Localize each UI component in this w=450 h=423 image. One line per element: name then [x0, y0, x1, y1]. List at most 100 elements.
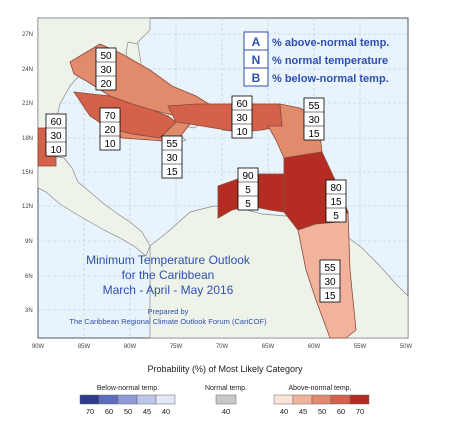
- below-value: 15: [324, 291, 336, 302]
- key-letter-above: A: [252, 35, 261, 49]
- legend-title: Probability (%) of Most Likely Category: [147, 364, 303, 374]
- normal-swatches: [215, 394, 237, 405]
- below-tick: 40: [162, 407, 170, 416]
- key-text-normal: % normal temperature: [272, 55, 388, 67]
- above-value: 60: [236, 99, 248, 110]
- lat-label: 24N: [22, 67, 33, 73]
- key-letter-normal: N: [252, 53, 261, 67]
- above-swatch: [330, 394, 351, 405]
- key-text-above: % above-normal temp.: [272, 37, 389, 49]
- below-ticks: 70 60 50 45 40: [86, 407, 170, 416]
- above-value: 70: [104, 111, 116, 122]
- normal-ticks: 40: [222, 407, 230, 416]
- category-key: A N B % above-normal temp. % normal temp…: [243, 31, 389, 87]
- above-value: 55: [166, 139, 178, 150]
- below-value: 10: [50, 145, 62, 156]
- normal-value: 30: [308, 115, 320, 126]
- below-tick: 70: [86, 407, 94, 416]
- below-swatch: [136, 394, 157, 405]
- normal-label: Normal temp.: [205, 385, 247, 392]
- above-swatch: [273, 394, 294, 405]
- lon-label: 75W: [170, 344, 183, 350]
- normal-value: 20: [104, 125, 116, 136]
- lat-label: 6N: [25, 274, 33, 280]
- prepared-by: Prepared by: [148, 307, 189, 316]
- longitude-labels: 90W 85W 80W 75W 70W 65W 60W 55W 50W: [32, 344, 413, 350]
- normal-tick: 40: [222, 407, 230, 416]
- below-tick: 60: [105, 407, 113, 416]
- normal-value: 30: [50, 131, 62, 142]
- above-value: 55: [324, 263, 336, 274]
- normal-value: 5: [245, 185, 251, 196]
- forum-name: The Caribbean Regional Climate Outlook F…: [69, 317, 267, 326]
- normal-swatch: [215, 394, 237, 405]
- lat-label: 9N: [25, 239, 33, 245]
- lon-label: 60W: [308, 344, 321, 350]
- key-letter-below: B: [252, 71, 261, 85]
- normal-value: 30: [324, 277, 336, 288]
- above-value: 55: [308, 101, 320, 112]
- below-swatch: [79, 394, 100, 405]
- below-tick: 50: [124, 407, 132, 416]
- below-label: Below-normal temp.: [97, 385, 159, 392]
- below-value: 5: [245, 199, 251, 210]
- lon-label: 80W: [124, 344, 137, 350]
- normal-value: 30: [166, 153, 178, 164]
- below-swatches: [79, 394, 176, 405]
- lat-label: 21N: [22, 101, 33, 107]
- lon-label: 90W: [32, 344, 45, 350]
- lat-label: 3N: [25, 308, 33, 314]
- below-swatch: [155, 394, 176, 405]
- above-value: 50: [100, 51, 112, 62]
- lon-label: 70W: [216, 344, 229, 350]
- below-value: 15: [308, 129, 320, 140]
- above-tick: 45: [299, 407, 307, 416]
- triplet-greater-antilles: 60 30 10: [231, 95, 253, 139]
- below-value: 10: [236, 127, 248, 138]
- lat-label: 27N: [22, 32, 33, 38]
- lat-label: 15N: [22, 170, 33, 176]
- above-swatch: [311, 394, 332, 405]
- map-title-line-2: for the Caribbean: [122, 268, 215, 282]
- map-panel: 27N 24N 21N 18N 15N 12N 9N 6N 3N 90W 85W…: [22, 17, 413, 350]
- latitude-labels: 27N 24N 21N 18N 15N 12N 9N 6N 3N: [22, 32, 33, 314]
- above-ticks: 40 45 50 60 70: [280, 407, 364, 416]
- above-value: 60: [50, 117, 62, 128]
- triplet-jamaica-south: 55 30 15: [161, 135, 183, 179]
- triplet-eastern-caribbean: 80 15 5: [325, 179, 347, 223]
- triplet-venezuela-coast: 90 5 5: [237, 167, 259, 211]
- below-value: 20: [100, 79, 112, 90]
- lon-label: 55W: [354, 344, 367, 350]
- above-value: 80: [330, 183, 342, 194]
- map-title-line-1: Minimum Temperature Outlook: [86, 253, 251, 267]
- lat-label: 12N: [22, 204, 33, 210]
- lon-label: 85W: [78, 344, 91, 350]
- probability-legend: Probability (%) of Most Likely Category …: [79, 364, 370, 416]
- above-value: 90: [242, 171, 254, 182]
- above-tick: 70: [356, 407, 364, 416]
- above-tick: 60: [337, 407, 345, 416]
- above-swatch: [292, 394, 313, 405]
- below-value: 5: [333, 211, 339, 222]
- above-swatch: [349, 394, 370, 405]
- triplet-bahamas: 50 30 20: [95, 47, 117, 91]
- below-swatch: [117, 394, 138, 405]
- triplet-guianas: 55 30 15: [319, 259, 341, 303]
- above-tick: 40: [280, 407, 288, 416]
- lon-label: 65W: [262, 344, 275, 350]
- key-text-below: % below-normal temp.: [272, 73, 389, 85]
- map-title: Minimum Temperature Outlook for the Cari…: [69, 253, 267, 326]
- below-tick: 45: [143, 407, 151, 416]
- above-tick: 50: [318, 407, 326, 416]
- normal-value: 30: [236, 113, 248, 124]
- below-value: 10: [104, 139, 116, 150]
- lon-label: 50W: [400, 344, 413, 350]
- normal-value: 15: [330, 197, 342, 208]
- above-label: Above-normal temp.: [288, 385, 351, 392]
- triplet-cuba-west: 70 20 10: [99, 107, 121, 151]
- above-swatches: [273, 394, 370, 405]
- below-value: 15: [166, 167, 178, 178]
- normal-value: 30: [100, 65, 112, 76]
- triplet-mexico-belize: 60 30 10: [45, 113, 67, 157]
